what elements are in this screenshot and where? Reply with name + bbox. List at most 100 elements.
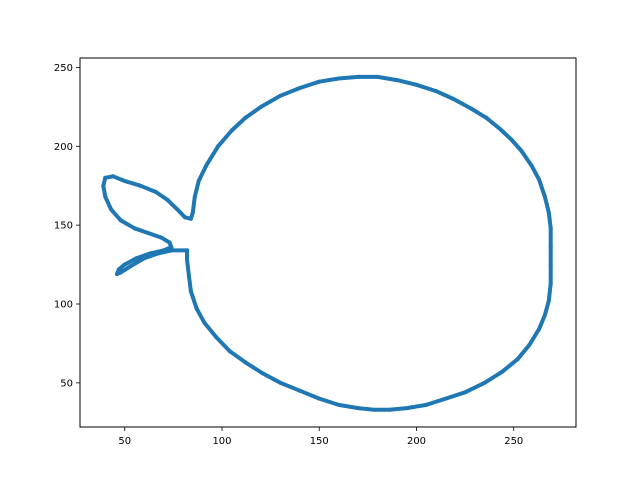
data-point xyxy=(542,194,547,199)
data-point xyxy=(118,218,123,223)
data-point xyxy=(185,257,189,262)
data-point xyxy=(548,264,553,269)
y-axis: 50 100 150 200 250 xyxy=(54,63,80,389)
data-point xyxy=(229,128,234,133)
y-tick-label: 250 xyxy=(54,63,73,74)
data-point xyxy=(537,327,541,332)
data-point xyxy=(188,216,193,221)
data-point xyxy=(202,320,207,325)
data-point xyxy=(169,245,174,250)
data-point xyxy=(297,388,302,393)
x-axis: 50 100 150 200 250 xyxy=(118,427,523,447)
data-point xyxy=(546,298,551,303)
data-point xyxy=(278,380,283,385)
data-point xyxy=(204,163,209,168)
data-point xyxy=(529,163,534,168)
data-point xyxy=(243,115,248,120)
data-point xyxy=(122,179,127,183)
data-point xyxy=(336,76,341,81)
data-point xyxy=(260,371,265,376)
y-tick-label: 150 xyxy=(54,221,73,232)
data-point xyxy=(122,262,127,267)
data-point xyxy=(375,74,380,79)
data-point xyxy=(469,106,473,111)
data-point xyxy=(161,248,166,253)
data-point xyxy=(404,406,409,411)
data-point xyxy=(546,210,551,215)
data-point xyxy=(451,97,456,101)
data-point xyxy=(509,138,514,142)
data-point xyxy=(227,349,232,354)
data-point xyxy=(134,256,139,261)
data-point xyxy=(482,380,487,385)
data-point xyxy=(111,174,116,179)
y-tick-label: 100 xyxy=(54,300,73,311)
data-point xyxy=(169,248,174,253)
data-point xyxy=(434,89,438,94)
data-point xyxy=(498,127,503,131)
data-point xyxy=(196,179,201,183)
data-point xyxy=(186,273,191,278)
data-point xyxy=(103,194,108,199)
data-point xyxy=(317,79,322,84)
plot-frame xyxy=(79,57,577,428)
data-point xyxy=(109,207,114,212)
plot-area xyxy=(79,57,577,428)
data-point xyxy=(103,175,108,180)
x-tick-label: 50 xyxy=(118,436,131,447)
data-point xyxy=(132,226,137,231)
data-point xyxy=(194,306,199,311)
data-point xyxy=(542,313,547,317)
data-point xyxy=(185,248,189,253)
y-tick-label: 50 xyxy=(60,378,73,389)
data-point xyxy=(243,360,248,365)
data-point xyxy=(356,406,361,411)
data-point xyxy=(128,264,133,269)
data-point xyxy=(153,190,158,194)
data-point xyxy=(463,390,468,395)
data-point xyxy=(138,183,143,188)
data-point xyxy=(548,245,553,250)
data-point xyxy=(146,231,151,235)
data-point xyxy=(336,402,341,407)
data-point xyxy=(414,82,419,87)
data-point xyxy=(371,407,376,412)
data-point xyxy=(101,183,106,188)
data-point xyxy=(165,197,170,202)
x-tick-label: 150 xyxy=(310,436,329,447)
data-point xyxy=(356,74,361,79)
data-point xyxy=(188,289,193,294)
data-point xyxy=(155,251,160,256)
data-point xyxy=(192,194,197,199)
data-point xyxy=(167,240,172,245)
data-point xyxy=(175,207,180,212)
y-tick-label: 200 xyxy=(54,142,73,153)
data-point xyxy=(515,357,520,362)
data-point xyxy=(115,272,119,276)
data-point xyxy=(159,235,164,240)
data-point xyxy=(258,104,263,109)
x-tick-label: 200 xyxy=(407,436,426,447)
data-point xyxy=(148,251,152,256)
data-point xyxy=(190,210,195,215)
data-point xyxy=(527,343,532,347)
data-point xyxy=(142,256,147,261)
data-point xyxy=(537,177,541,182)
data-point xyxy=(297,86,302,90)
x-tick-label: 250 xyxy=(504,436,523,447)
data-point xyxy=(548,281,553,286)
data-point xyxy=(116,267,121,272)
data-point xyxy=(317,396,322,401)
x-tick-label: 100 xyxy=(212,436,231,447)
data-point xyxy=(183,215,187,220)
data-point xyxy=(500,369,505,374)
data-point xyxy=(424,402,429,407)
data-point xyxy=(214,335,219,340)
data-point xyxy=(395,78,400,83)
data-point xyxy=(519,149,524,153)
data-point xyxy=(216,144,221,149)
data-points xyxy=(101,74,553,412)
data-point xyxy=(118,270,123,275)
data-point xyxy=(548,226,553,231)
